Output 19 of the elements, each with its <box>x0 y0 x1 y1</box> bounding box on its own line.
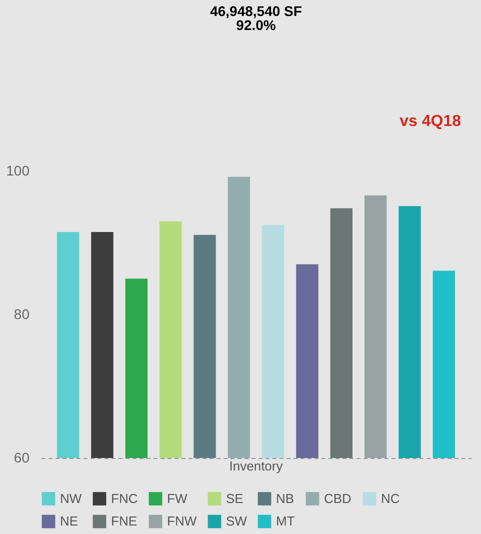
legend-label: MT <box>276 514 295 528</box>
y-tick-label: 60 <box>14 450 30 466</box>
legend-label: SW <box>226 514 248 528</box>
legend-label: FNC <box>111 490 138 506</box>
y-tick-label: 80 <box>14 306 30 322</box>
legend-label: NC <box>381 490 400 506</box>
y-tick-label: 100 <box>6 162 30 178</box>
legend-label: NB <box>276 490 294 506</box>
legend-label: SE <box>226 490 244 506</box>
text: vs 4Q18 <box>400 113 462 130</box>
legend-label: FW <box>167 490 188 506</box>
x-tick-label: Inventory <box>229 458 284 474</box>
legend-label: NW <box>60 490 82 506</box>
legend-label: CBD <box>324 490 352 506</box>
legend-label: NE <box>60 514 78 528</box>
legend-label: FNE <box>111 514 138 528</box>
legend-label: FNW <box>167 514 198 528</box>
chart-title: 46,948,540 SF <box>210 3 302 19</box>
chart-subtitle: 92.0% <box>236 17 276 33</box>
